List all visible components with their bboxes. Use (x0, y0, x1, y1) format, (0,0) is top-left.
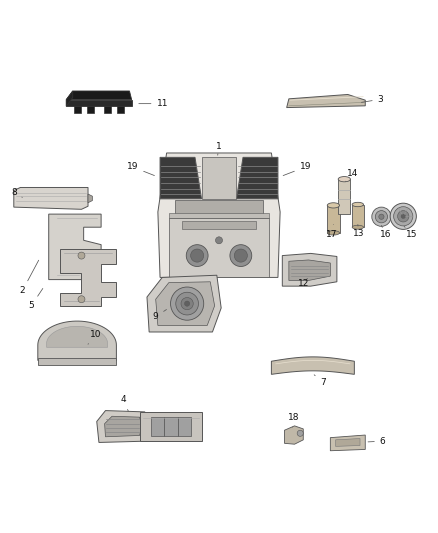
Polygon shape (141, 413, 201, 441)
Circle shape (230, 245, 252, 266)
Circle shape (372, 207, 391, 227)
Ellipse shape (352, 225, 364, 229)
Polygon shape (160, 157, 201, 199)
Circle shape (176, 292, 198, 315)
Text: 19: 19 (127, 163, 155, 175)
Polygon shape (155, 282, 215, 326)
Polygon shape (182, 221, 256, 229)
Text: 1: 1 (216, 142, 222, 155)
Polygon shape (151, 417, 164, 437)
Polygon shape (87, 106, 94, 113)
Circle shape (170, 287, 204, 320)
Polygon shape (338, 179, 350, 214)
Ellipse shape (327, 231, 339, 235)
Circle shape (78, 296, 85, 303)
Text: 7: 7 (314, 375, 326, 387)
Circle shape (401, 214, 406, 219)
Polygon shape (38, 358, 117, 365)
Text: 2: 2 (20, 260, 39, 295)
Polygon shape (272, 357, 354, 374)
Polygon shape (117, 106, 124, 113)
Polygon shape (202, 157, 236, 199)
Polygon shape (169, 219, 269, 277)
Circle shape (234, 249, 247, 262)
Polygon shape (147, 275, 221, 332)
Polygon shape (330, 435, 365, 451)
Text: 13: 13 (353, 224, 364, 238)
Text: 4: 4 (120, 395, 128, 411)
Text: 6: 6 (368, 437, 385, 446)
Text: 19: 19 (283, 163, 311, 175)
Ellipse shape (327, 203, 339, 208)
Text: 15: 15 (404, 227, 418, 239)
Polygon shape (283, 253, 337, 286)
Polygon shape (327, 205, 339, 233)
Polygon shape (175, 200, 263, 214)
Circle shape (181, 297, 193, 310)
Polygon shape (352, 205, 364, 227)
Text: 11: 11 (139, 99, 168, 108)
Polygon shape (285, 426, 303, 444)
Circle shape (184, 301, 190, 306)
Text: 10: 10 (88, 330, 102, 344)
Polygon shape (287, 94, 365, 108)
Circle shape (191, 249, 204, 262)
Polygon shape (60, 249, 117, 306)
Text: 5: 5 (28, 288, 43, 310)
Text: 12: 12 (298, 278, 310, 288)
Ellipse shape (338, 176, 350, 182)
Polygon shape (66, 91, 73, 106)
Text: 3: 3 (361, 95, 383, 104)
Polygon shape (158, 153, 280, 277)
Polygon shape (38, 321, 117, 360)
Polygon shape (169, 213, 269, 219)
Polygon shape (49, 214, 101, 280)
Polygon shape (336, 439, 360, 446)
Circle shape (394, 207, 413, 226)
Circle shape (375, 211, 388, 223)
Polygon shape (46, 326, 108, 348)
Circle shape (186, 245, 208, 266)
Text: 9: 9 (153, 310, 166, 321)
Ellipse shape (352, 203, 364, 207)
Polygon shape (104, 106, 111, 113)
Circle shape (398, 211, 409, 222)
Circle shape (78, 252, 85, 259)
Circle shape (379, 214, 384, 220)
Circle shape (215, 237, 223, 244)
Circle shape (297, 430, 303, 437)
Polygon shape (74, 106, 81, 113)
Text: 17: 17 (326, 224, 337, 239)
Text: 16: 16 (380, 225, 392, 239)
Polygon shape (66, 91, 132, 100)
Polygon shape (14, 188, 88, 209)
Polygon shape (105, 416, 142, 437)
Text: 18: 18 (288, 413, 300, 427)
Polygon shape (66, 100, 132, 106)
Polygon shape (164, 417, 177, 437)
Polygon shape (289, 260, 330, 280)
Text: 14: 14 (346, 169, 358, 181)
Polygon shape (237, 157, 278, 199)
Polygon shape (97, 410, 149, 442)
Text: 8: 8 (11, 188, 22, 197)
Polygon shape (177, 417, 191, 437)
Polygon shape (88, 194, 92, 203)
Circle shape (390, 203, 417, 229)
